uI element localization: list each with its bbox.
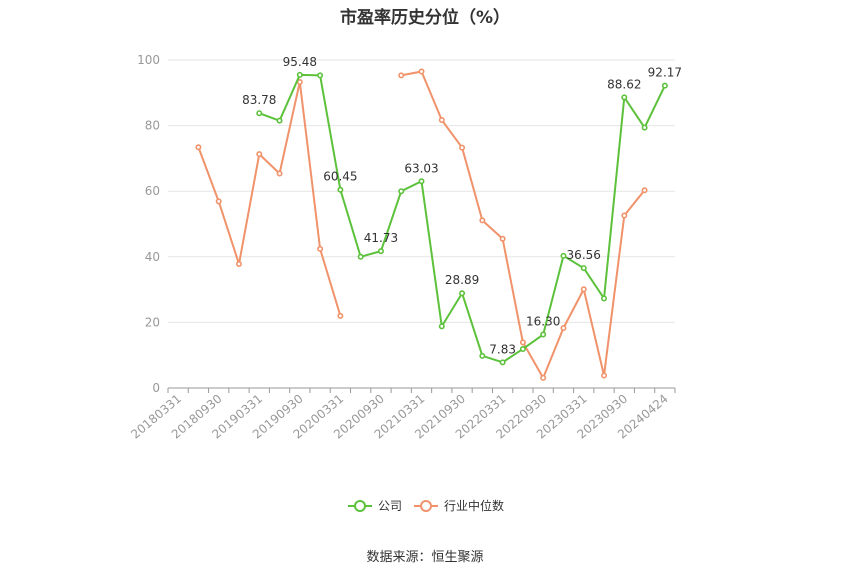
y-tick-label: 40: [145, 250, 160, 264]
data-point-industry[interactable]: [580, 286, 587, 293]
grid-lines: [168, 59, 675, 323]
data-point-company[interactable]: [641, 124, 648, 131]
data-point-industry[interactable]: [621, 212, 628, 219]
data-label: 83.78: [242, 93, 276, 107]
series-line-industry: [401, 70, 646, 379]
y-tick-label: 0: [152, 381, 160, 395]
data-label: 60.45: [323, 170, 357, 184]
data-point-industry[interactable]: [276, 170, 283, 177]
data-label: 92.17: [648, 66, 682, 80]
data-point-company[interactable]: [418, 178, 425, 185]
data-label: 16.30: [526, 315, 560, 329]
y-tick-label: 20: [145, 315, 160, 329]
data-point-company[interactable]: [621, 94, 628, 101]
data-label: 7.83: [489, 342, 516, 356]
data-point-industry[interactable]: [398, 72, 405, 79]
y-tick-label: 80: [145, 119, 160, 133]
y-tick-label: 60: [145, 184, 160, 198]
data-point-company[interactable]: [519, 345, 526, 352]
data-point-company[interactable]: [377, 248, 384, 255]
data-point-company[interactable]: [317, 72, 324, 79]
data-point-industry[interactable]: [479, 217, 486, 224]
series-line-company: [258, 73, 666, 364]
data-point-company[interactable]: [580, 265, 587, 272]
chart-title: 市盈率历史分位（%）: [339, 8, 511, 28]
series-line-industry: [197, 80, 342, 317]
data-point-company[interactable]: [560, 252, 567, 259]
data-point-industry[interactable]: [418, 68, 425, 75]
data-point-industry[interactable]: [459, 144, 466, 151]
data-label: 88.62: [607, 77, 641, 91]
data-point-industry[interactable]: [540, 374, 547, 381]
data-point-company[interactable]: [438, 323, 445, 330]
x-axis: 2018033120180930201903312019093020200331…: [128, 387, 676, 442]
data-point-company[interactable]: [276, 117, 283, 124]
legend-label: 公司: [378, 499, 402, 513]
data-point-industry[interactable]: [601, 372, 608, 379]
data-point-company[interactable]: [601, 295, 608, 302]
y-axis-ticks: 0 20 40 60 80 100: [137, 53, 160, 395]
data-point-industry[interactable]: [337, 312, 344, 319]
y-tick-label: 100: [137, 53, 160, 67]
data-label: 63.03: [404, 161, 438, 175]
data-point-industry[interactable]: [215, 198, 222, 205]
data-point-company[interactable]: [661, 82, 668, 89]
data-source: 数据来源：恒生聚源: [366, 550, 484, 565]
data-point-industry[interactable]: [641, 187, 648, 194]
data-point-company[interactable]: [540, 331, 547, 338]
data-point-company[interactable]: [357, 253, 364, 260]
data-point-industry[interactable]: [519, 339, 526, 346]
data-point-industry[interactable]: [499, 235, 506, 242]
legend-marker: [420, 500, 432, 512]
data-point-company[interactable]: [296, 71, 303, 78]
legend-item-company[interactable]: 公司: [348, 499, 402, 513]
data-point-company[interactable]: [479, 352, 486, 359]
data-point-company[interactable]: [459, 290, 466, 297]
data-label: 28.89: [445, 273, 479, 287]
series-layer: [195, 68, 668, 381]
data-labels: 83.78 95.48 60.45 41.73 63.03 28.89 7.83 16.30 3…: [242, 55, 682, 356]
data-label: 41.73: [364, 231, 398, 245]
data-point-company[interactable]: [398, 188, 405, 195]
data-label: 36.56: [567, 248, 601, 262]
data-point-industry[interactable]: [256, 151, 263, 158]
data-point-industry[interactable]: [235, 261, 242, 268]
legend-item-industry[interactable]: 行业中位数: [414, 498, 504, 513]
legend-label: 行业中位数: [444, 498, 504, 513]
data-point-industry[interactable]: [438, 117, 445, 124]
data-point-company[interactable]: [337, 186, 344, 193]
data-point-industry[interactable]: [560, 324, 567, 331]
data-point-company[interactable]: [499, 359, 506, 366]
legend[interactable]: 公司 行业中位数: [348, 498, 504, 513]
data-label: 95.48: [283, 55, 317, 69]
data-point-industry[interactable]: [195, 144, 202, 151]
data-point-industry[interactable]: [317, 245, 324, 252]
legend-marker: [354, 500, 366, 512]
data-point-company[interactable]: [256, 110, 263, 117]
